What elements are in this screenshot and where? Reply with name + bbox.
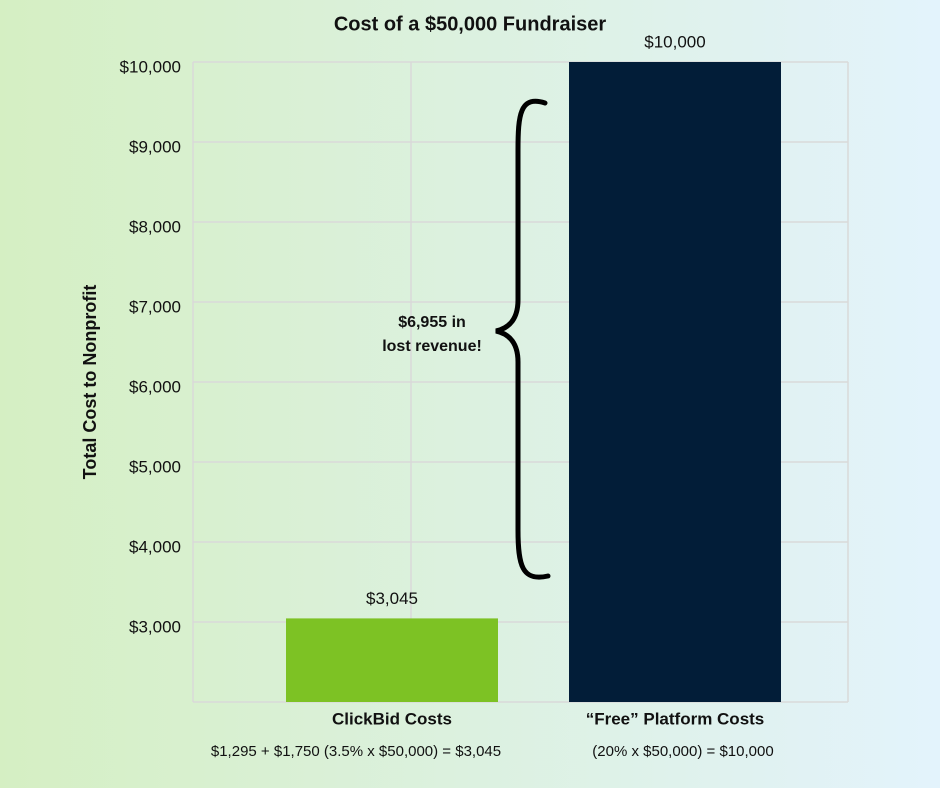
- x-tick-label: “Free” Platform Costs: [586, 709, 765, 728]
- y-tick-label: $7,000: [129, 297, 181, 316]
- value-label: $3,045: [366, 589, 418, 608]
- y-tick-label: $5,000: [129, 457, 181, 476]
- annotation: $6,955 in: [398, 314, 466, 331]
- y-tick-label: $8,000: [129, 217, 181, 236]
- category-note: (20% x $50,000) = $10,000: [592, 743, 773, 760]
- value-label: $10,000: [644, 32, 705, 51]
- y-tick-label: $4,000: [129, 537, 181, 556]
- bar: [569, 62, 781, 702]
- y-axis-label: Total Cost to Nonprofit: [80, 285, 100, 480]
- x-tick-label: ClickBid Costs: [332, 709, 452, 728]
- y-tick-label: $9,000: [129, 137, 181, 156]
- y-tick-label: $10,000: [120, 57, 181, 76]
- y-tick-label: $3,000: [129, 617, 181, 636]
- annotation: lost revenue!: [382, 338, 482, 355]
- y-tick-label: $6,000: [129, 377, 181, 396]
- chart-title: Cost of a $50,000 Fundraiser: [334, 13, 607, 35]
- bar: [286, 618, 498, 702]
- category-note: $1,295 + $1,750 (3.5% x $50,000) = $3,04…: [211, 743, 501, 760]
- brace: [495, 98, 551, 580]
